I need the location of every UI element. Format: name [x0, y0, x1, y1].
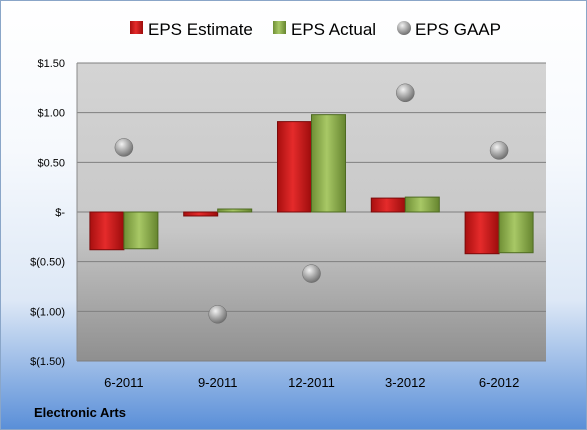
estimate-bar — [370, 197, 406, 213]
legend-label-actual: EPS Actual — [291, 20, 376, 39]
y-tick-label: $1.50 — [37, 58, 65, 70]
gaap-point — [489, 141, 509, 160]
gaap-point — [396, 83, 415, 103]
legend-swatch-estimate — [130, 21, 143, 34]
x-tick-label: 3-2012 — [385, 375, 425, 390]
x-tick-label: 9-2011 — [198, 375, 238, 390]
legend-label-estimate: EPS Estimate — [148, 20, 253, 39]
legend-swatch-actual — [273, 21, 286, 34]
x-tick-label: 12-2011 — [288, 375, 335, 390]
actual-bar — [498, 211, 534, 254]
estimate-bar — [183, 211, 219, 217]
y-axis-tick-labels: $1.50 $1.00 $0.50 $- $(0.50) $(1.00) $(1.50) — [30, 58, 65, 368]
y-tick-label: $(1.50) — [30, 356, 65, 368]
legend-swatch-gaap — [397, 21, 411, 35]
gaap-points — [114, 83, 509, 324]
gaap-point — [114, 138, 134, 157]
legend: EPS Estimate EPS Actual EPS GAAP — [130, 20, 501, 39]
actual-bar — [217, 208, 253, 213]
company-label: Electronic Arts — [34, 405, 126, 420]
gaap-point — [208, 305, 227, 324]
estimate-bar — [464, 211, 500, 255]
y-tick-label: $(0.50) — [30, 257, 65, 269]
estimate-bar — [277, 121, 312, 213]
gaap-point — [302, 264, 321, 283]
legend-item-eps-estimate: EPS Estimate — [130, 20, 253, 39]
actual-bar — [311, 114, 346, 213]
x-tick-label: 6-2012 — [479, 375, 519, 390]
y-tick-label: $- — [55, 207, 65, 219]
legend-label-gaap: EPS GAAP — [415, 20, 501, 39]
y-tick-label: $0.50 — [37, 157, 65, 169]
x-axis-tick-labels: 6-2011 9-2011 12-2011 3-2012 6-2012 — [104, 375, 519, 390]
legend-item-eps-gaap: EPS GAAP — [397, 20, 501, 39]
legend-item-eps-actual: EPS Actual — [273, 20, 376, 39]
bars — [89, 114, 534, 255]
x-tick-label: 6-2011 — [104, 375, 144, 390]
y-tick-label: $(1.00) — [30, 306, 65, 318]
y-tick-label: $1.00 — [37, 108, 65, 120]
actual-bar — [123, 211, 159, 250]
actual-bar — [404, 196, 440, 213]
estimate-bar — [89, 211, 125, 251]
